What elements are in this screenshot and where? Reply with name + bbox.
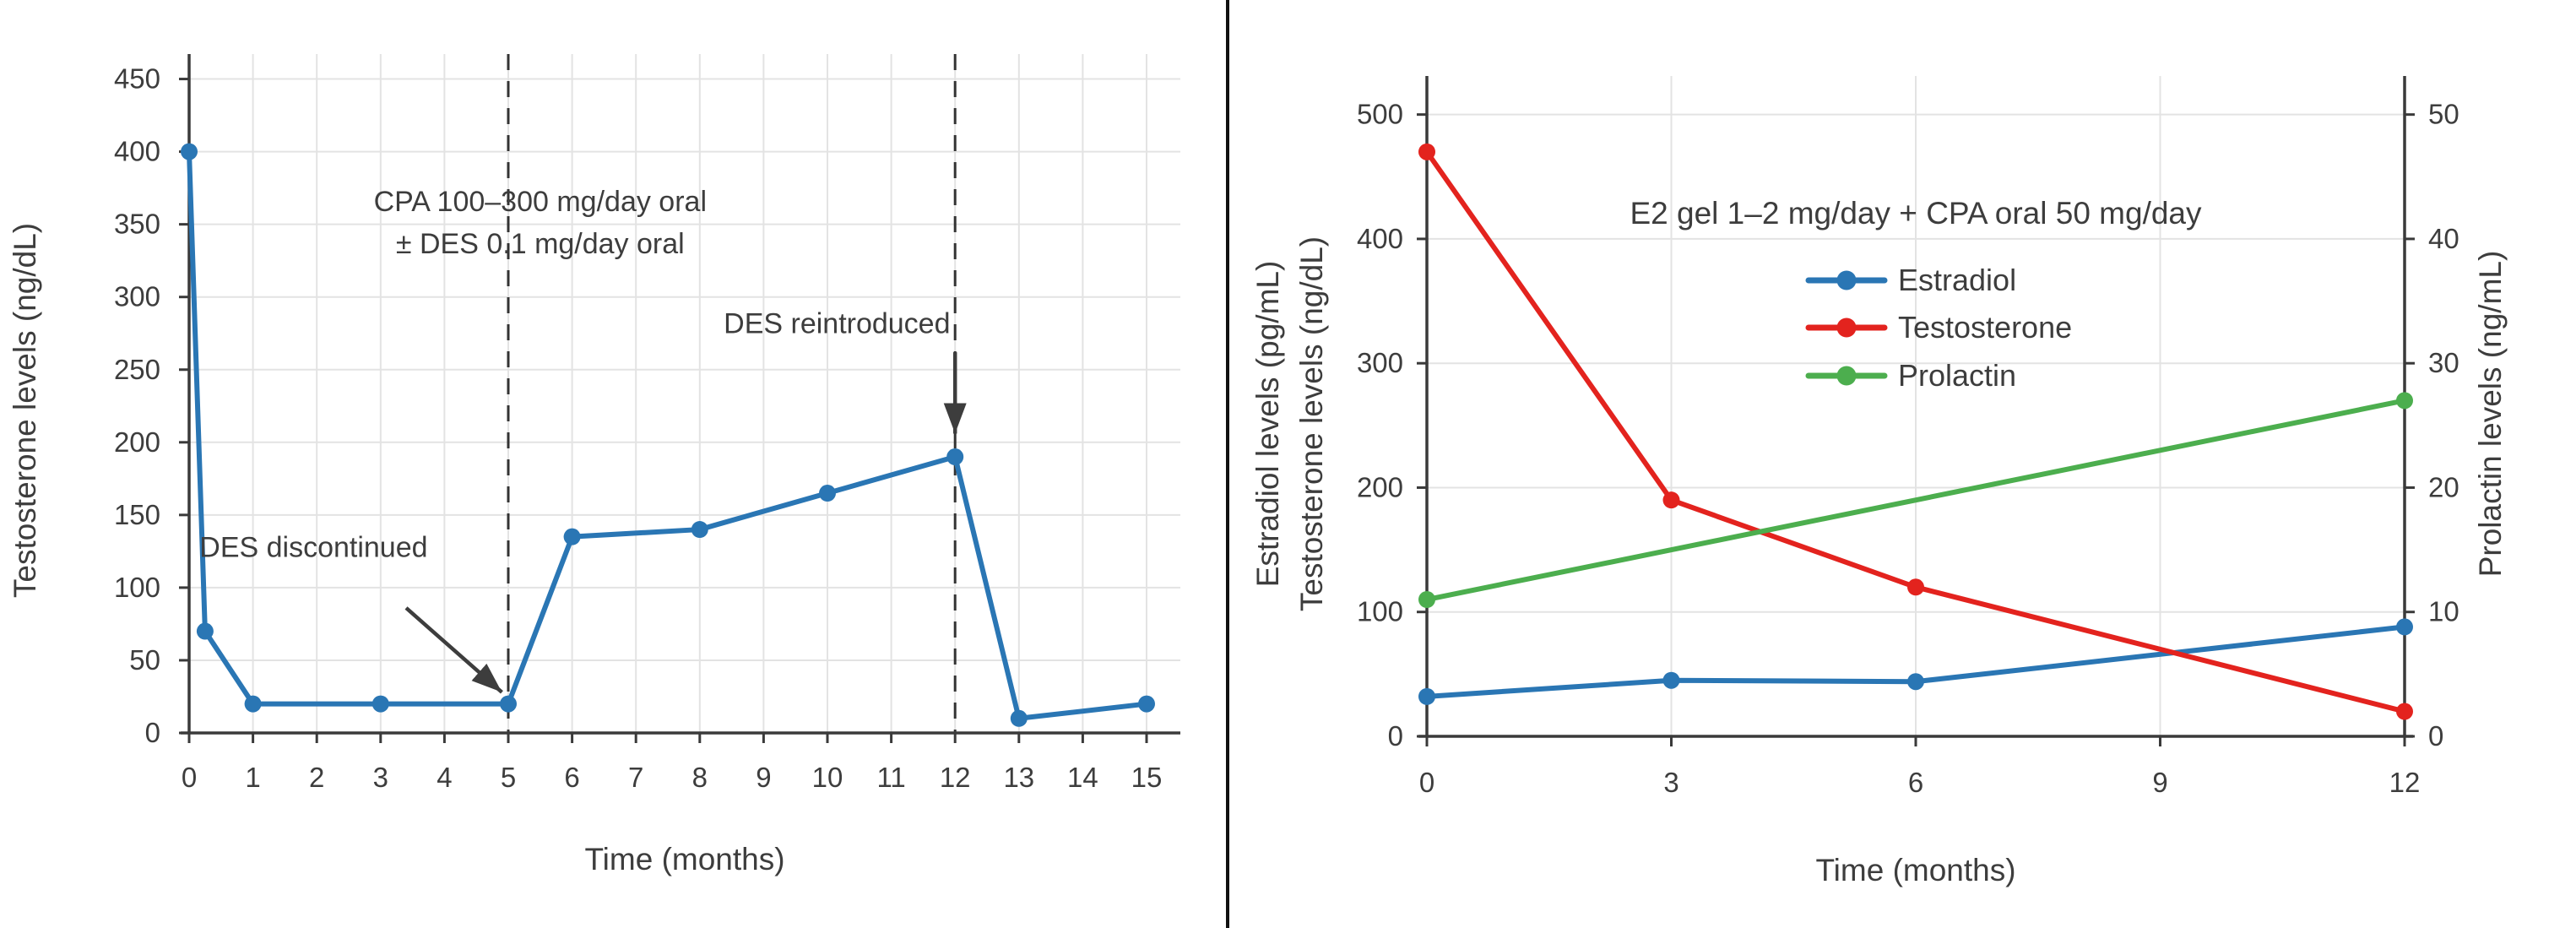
y-tick-label: 200 xyxy=(114,426,160,458)
right-y-tick-label: 0 xyxy=(2428,720,2443,752)
series-point-estradiol xyxy=(2396,618,2413,636)
x-tick-label: 3 xyxy=(373,762,388,793)
x-tick-label: 0 xyxy=(182,762,197,793)
y-tick-label: 0 xyxy=(145,717,160,748)
y-tick-label: 150 xyxy=(114,499,160,530)
series-point-testosterone xyxy=(196,622,214,640)
x-tick-label: 11 xyxy=(876,762,905,793)
series-point-testosterone xyxy=(563,528,581,545)
series-point-testosterone xyxy=(181,143,198,160)
y-tick-label: 400 xyxy=(114,136,160,167)
x-axis-title: Time (months) xyxy=(584,842,784,876)
series-point-testosterone xyxy=(1907,578,1924,596)
x-tick-label: 9 xyxy=(2152,767,2167,798)
left-y-axis-title-testosterone: Testosterone levels (ng/dL) xyxy=(1294,236,1329,611)
right-y-axis-title: Prolactin levels (ng/mL) xyxy=(2473,251,2508,578)
annotation-cpa-regimen-line2: ± DES 0.1 mg/day oral xyxy=(396,228,685,260)
legend-label-prolactin: Prolactin xyxy=(1898,358,2016,393)
x-axis-title: Time (months) xyxy=(1815,853,2015,887)
series-point-testosterone xyxy=(691,521,708,539)
annotation-cpa-regimen-line1: CPA 100–300 mg/day oral xyxy=(374,186,707,218)
series-point-testosterone xyxy=(946,448,964,466)
left-y-tick-label: 100 xyxy=(1357,596,1403,627)
left-y-tick-label: 200 xyxy=(1357,471,1403,502)
series-point-prolactin xyxy=(2396,392,2413,410)
x-tick-label: 13 xyxy=(1003,762,1034,793)
left-y-tick-label: 0 xyxy=(1388,720,1403,752)
series-point-testosterone xyxy=(1418,143,1435,160)
x-tick-label: 5 xyxy=(501,762,516,793)
legend-marker-estradiol xyxy=(1836,270,1857,290)
x-tick-label: 7 xyxy=(628,762,643,793)
left-y-tick-label: 500 xyxy=(1357,99,1403,130)
x-tick-label: 10 xyxy=(812,762,843,793)
annotation-des-discontinued: DES discontinued xyxy=(199,532,427,564)
annotation-des-reintroduced: DES reintroduced xyxy=(724,308,950,340)
right-y-tick-label: 30 xyxy=(2428,347,2459,378)
series-point-testosterone xyxy=(244,695,262,713)
legend-marker-testosterone xyxy=(1836,317,1857,338)
x-tick-label: 8 xyxy=(692,762,708,793)
panel-divider xyxy=(1226,0,1229,928)
left-y-axis-title-estradiol: Estradiol levels (pg/mL) xyxy=(1250,261,1285,588)
y-tick-label: 350 xyxy=(114,209,160,240)
y-tick-label: 250 xyxy=(114,354,160,385)
legend-label-testosterone: Testosterone xyxy=(1898,310,2072,345)
legend-label-estradiol: Estradiol xyxy=(1898,263,2016,297)
series-point-testosterone xyxy=(1138,695,1155,713)
y-tick-label: 300 xyxy=(114,281,160,312)
series-line-testosterone xyxy=(1424,149,2407,714)
right-y-tick-label: 20 xyxy=(2428,471,2459,502)
left-y-tick-label: 300 xyxy=(1357,347,1403,378)
series-point-testosterone xyxy=(1662,491,1680,509)
series-point-estradiol xyxy=(1662,671,1680,689)
series-line-estradiol xyxy=(1424,624,2407,699)
right-y-tick-label: 50 xyxy=(2428,99,2459,130)
series-point-testosterone xyxy=(500,695,517,713)
series-point-prolactin xyxy=(1418,591,1435,609)
x-tick-label: 3 xyxy=(1663,767,1678,798)
series-point-estradiol xyxy=(1907,673,1924,691)
x-tick-label: 0 xyxy=(1419,767,1434,798)
x-tick-label: 2 xyxy=(309,762,324,793)
legend: Estradiol Testosterone Prolactin xyxy=(1805,263,2072,393)
chart-title: E2 gel 1–2 mg/day + CPA oral 50 mg/day xyxy=(1630,196,2202,231)
des-discontinued-arrow xyxy=(404,606,503,694)
y-axis-title: Testosterone levels (ng/dL) xyxy=(8,223,42,598)
x-tick-label: 12 xyxy=(2389,767,2421,798)
series-line-prolactin xyxy=(1424,398,2407,603)
x-tick-label: 6 xyxy=(1908,767,1923,798)
x-tick-label: 4 xyxy=(437,762,452,793)
right-y-tick-label: 10 xyxy=(2428,596,2459,627)
y-tick-label: 100 xyxy=(114,572,160,603)
x-tick-label: 6 xyxy=(564,762,579,793)
legend-marker-prolactin xyxy=(1836,366,1857,386)
series-point-testosterone xyxy=(2396,703,2413,720)
series-point-testosterone xyxy=(819,485,836,502)
series-point-estradiol xyxy=(1418,687,1435,705)
left-y-tick-label: 400 xyxy=(1357,223,1403,254)
series-point-testosterone xyxy=(371,695,389,713)
y-tick-label: 450 xyxy=(114,63,160,95)
y-tick-label: 50 xyxy=(129,644,160,676)
x-tick-label: 9 xyxy=(756,762,771,793)
x-tick-label: 14 xyxy=(1067,762,1098,793)
x-tick-label: 15 xyxy=(1131,762,1163,793)
x-tick-label: 1 xyxy=(245,762,260,793)
series-point-testosterone xyxy=(1010,709,1028,727)
right-y-tick-label: 40 xyxy=(2428,223,2459,254)
x-tick-label: 12 xyxy=(940,762,971,793)
